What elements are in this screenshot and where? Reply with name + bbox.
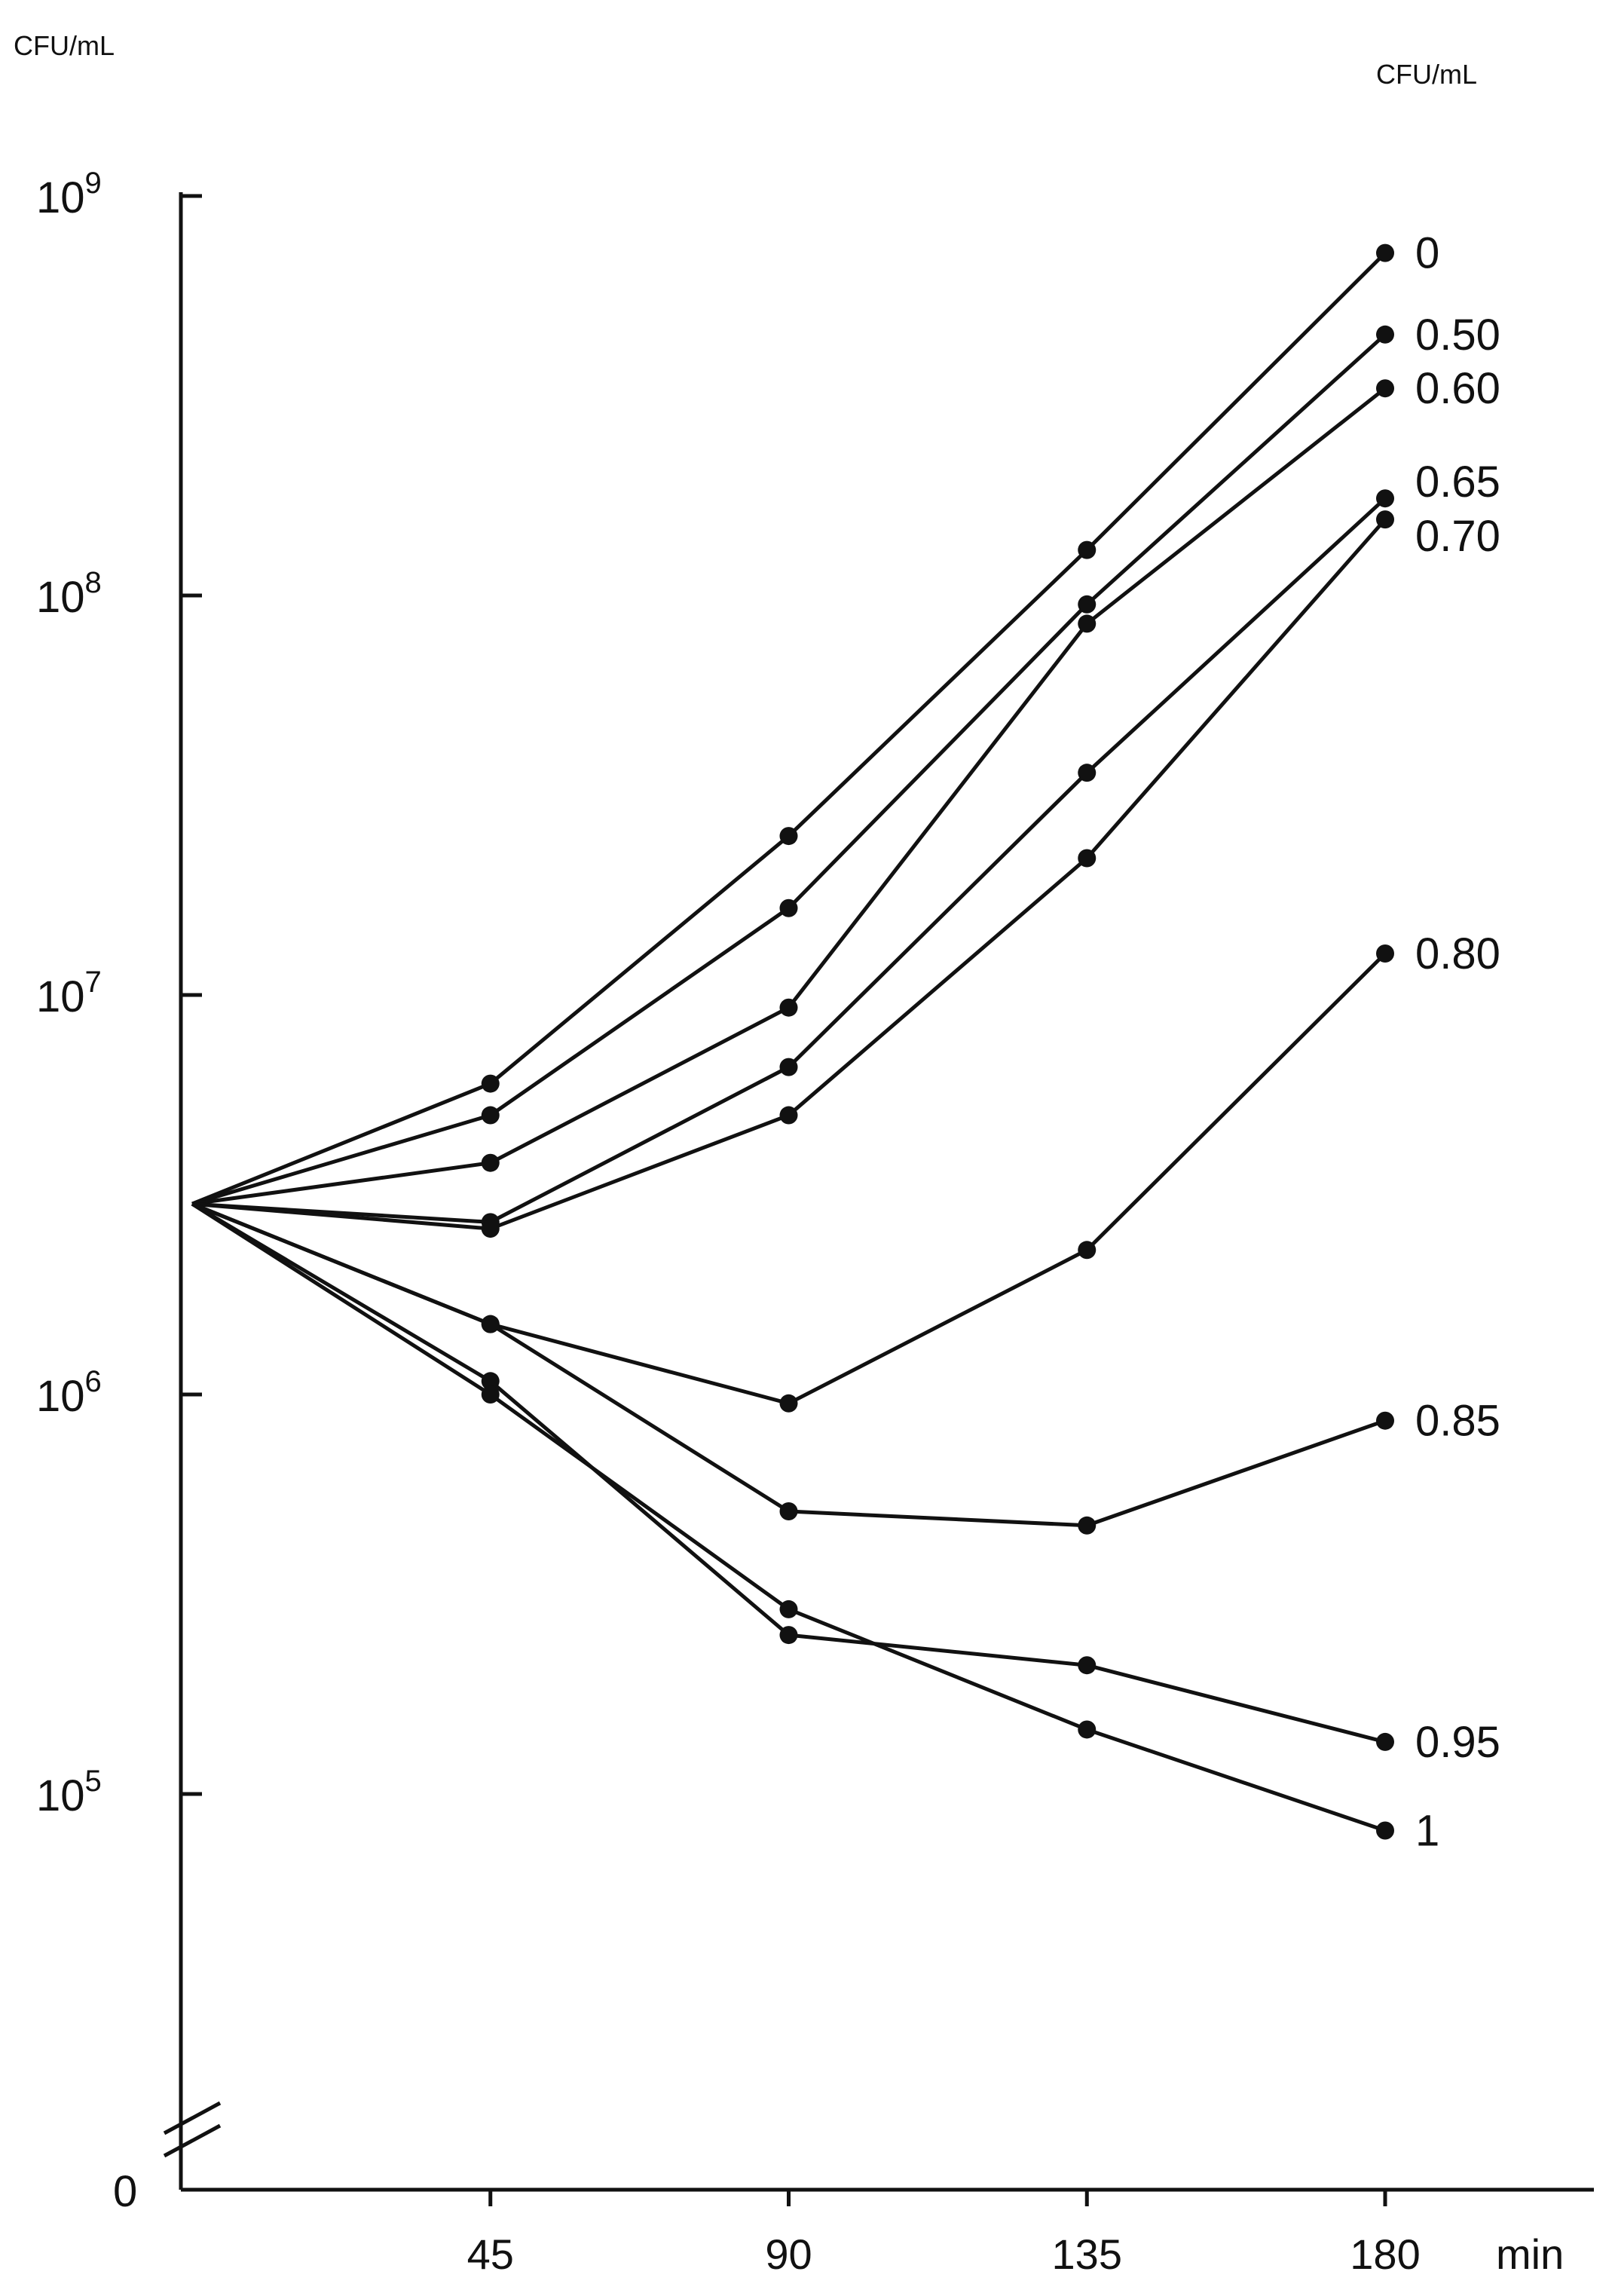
series-label: 0.80: [1415, 929, 1500, 978]
data-point: [779, 1600, 798, 1618]
series-line: [191, 1202, 1386, 1744]
y-tick-label: 108: [36, 566, 102, 622]
y-tick-exponent: 6: [85, 1365, 102, 1398]
data-point: [1078, 849, 1097, 868]
series-label: 0: [1415, 229, 1439, 278]
data-point: [1078, 1656, 1097, 1675]
series-0-50: 0.50: [191, 311, 1500, 1206]
series-0-60: 0.60: [191, 364, 1500, 1206]
data-point: [1376, 243, 1394, 262]
data-point: [1078, 1720, 1097, 1739]
data-point: [779, 899, 798, 917]
data-point: [1376, 1411, 1394, 1430]
series-label: 0.95: [1415, 1718, 1500, 1767]
axes: [163, 192, 1594, 2192]
data-point: [481, 1106, 500, 1125]
y-tick-label: 109: [36, 167, 102, 222]
data-point: [779, 827, 798, 846]
series-label: 0.85: [1415, 1397, 1500, 1446]
series-line: [191, 1202, 1386, 1528]
series-label: 0.50: [1415, 311, 1500, 360]
y-tick-base: 10: [36, 972, 85, 1021]
data-point: [779, 998, 798, 1017]
data-point: [1078, 764, 1097, 782]
data-point: [1078, 1516, 1097, 1535]
data-point: [779, 1502, 798, 1520]
y-tick-label: 105: [36, 1765, 102, 1820]
series-0: 0: [191, 229, 1439, 1206]
y-tick-label: 107: [36, 966, 102, 1021]
series-0-85: 0.85: [191, 1202, 1500, 1535]
data-point: [1078, 614, 1097, 633]
x-unit-label: min: [1496, 2230, 1564, 2278]
series-label: 0.65: [1415, 458, 1500, 507]
data-point: [779, 1106, 798, 1125]
series-label: 1: [1415, 1807, 1439, 1856]
series: 0 0.500.60 0.65 0.70 0.80 0.85 0.95 1: [191, 229, 1500, 1856]
data-point: [779, 1394, 798, 1413]
y-tick-exponent: 8: [85, 566, 102, 599]
series-0-80: 0.80: [191, 929, 1500, 1413]
y-tick-base: 10: [36, 573, 85, 622]
series-0-95: 0.95: [191, 1202, 1500, 1767]
data-point: [481, 1315, 500, 1333]
data-point: [481, 1153, 500, 1172]
x-tick-label: 180: [1350, 2230, 1420, 2278]
y-tick-exponent: 9: [85, 167, 102, 200]
x-tick-label: 90: [765, 2230, 812, 2278]
x-tick-label: 45: [467, 2230, 514, 2278]
data-point: [1078, 595, 1097, 614]
data-point: [481, 1220, 500, 1238]
x-ticks: 45 90 135 180 min: [467, 2190, 1564, 2278]
data-point: [1078, 540, 1097, 559]
x-tick-label: 135: [1052, 2230, 1122, 2278]
series-line: [191, 387, 1387, 1206]
data-point: [481, 1385, 500, 1404]
data-point: [1376, 1821, 1394, 1840]
y-tick-base: 10: [36, 1372, 85, 1421]
data-point: [481, 1074, 500, 1093]
data-point: [1078, 1241, 1097, 1260]
y-tick-exponent: 5: [85, 1765, 102, 1798]
data-point: [1376, 1732, 1394, 1751]
data-point: [1376, 489, 1394, 508]
series-0-65: 0.65: [191, 458, 1500, 1232]
data-point: [1376, 325, 1394, 344]
data-point: [1376, 510, 1394, 529]
y-tick-base: 10: [36, 173, 85, 222]
y-tick-base: 10: [36, 1771, 85, 1820]
y-zero-label: 0: [113, 2167, 137, 2216]
series-label: 0.60: [1415, 364, 1500, 413]
data-point: [1376, 944, 1394, 963]
series-label: 0.70: [1415, 512, 1500, 561]
y-unit-label-left: CFU/mL: [14, 30, 115, 61]
y-unit-label-right: CFU/mL: [1376, 59, 1477, 90]
data-point: [779, 1058, 798, 1076]
data-point: [779, 1626, 798, 1645]
data-point: [481, 1372, 500, 1391]
series-0-70: 0.70: [191, 510, 1500, 1238]
y-tick-exponent: 7: [85, 966, 102, 999]
data-point: [1376, 379, 1394, 398]
series-1: 1: [191, 1202, 1439, 1856]
y-tick-label: 106: [36, 1365, 102, 1421]
y-axis-break-mark: [163, 2101, 222, 2158]
